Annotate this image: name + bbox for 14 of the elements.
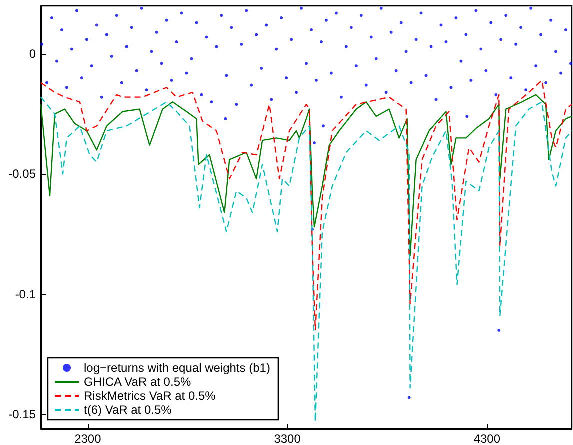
line-series <box>40 80 573 332</box>
x-tick-label: 2300 <box>74 432 102 445</box>
line-series <box>40 96 573 422</box>
legend-label: RiskMetrics VaR at 0.5% <box>84 389 216 403</box>
y-tick-label: -0.05 <box>8 167 36 182</box>
y-tick-label: -0.15 <box>8 408 36 422</box>
legend-label: GHICA VaR at 0.5% <box>84 375 192 389</box>
legend-label: log−returns with equal weights (b1) <box>84 361 270 375</box>
line-series <box>40 94 573 257</box>
legend-label: t(6) VaR at 0.5% <box>84 403 172 417</box>
y-tick-label: 0 <box>29 47 36 62</box>
y-tick-label: -0.1 <box>15 287 36 302</box>
x-tick-label: 3300 <box>274 432 302 445</box>
x-tick-label: 4300 <box>474 432 501 445</box>
